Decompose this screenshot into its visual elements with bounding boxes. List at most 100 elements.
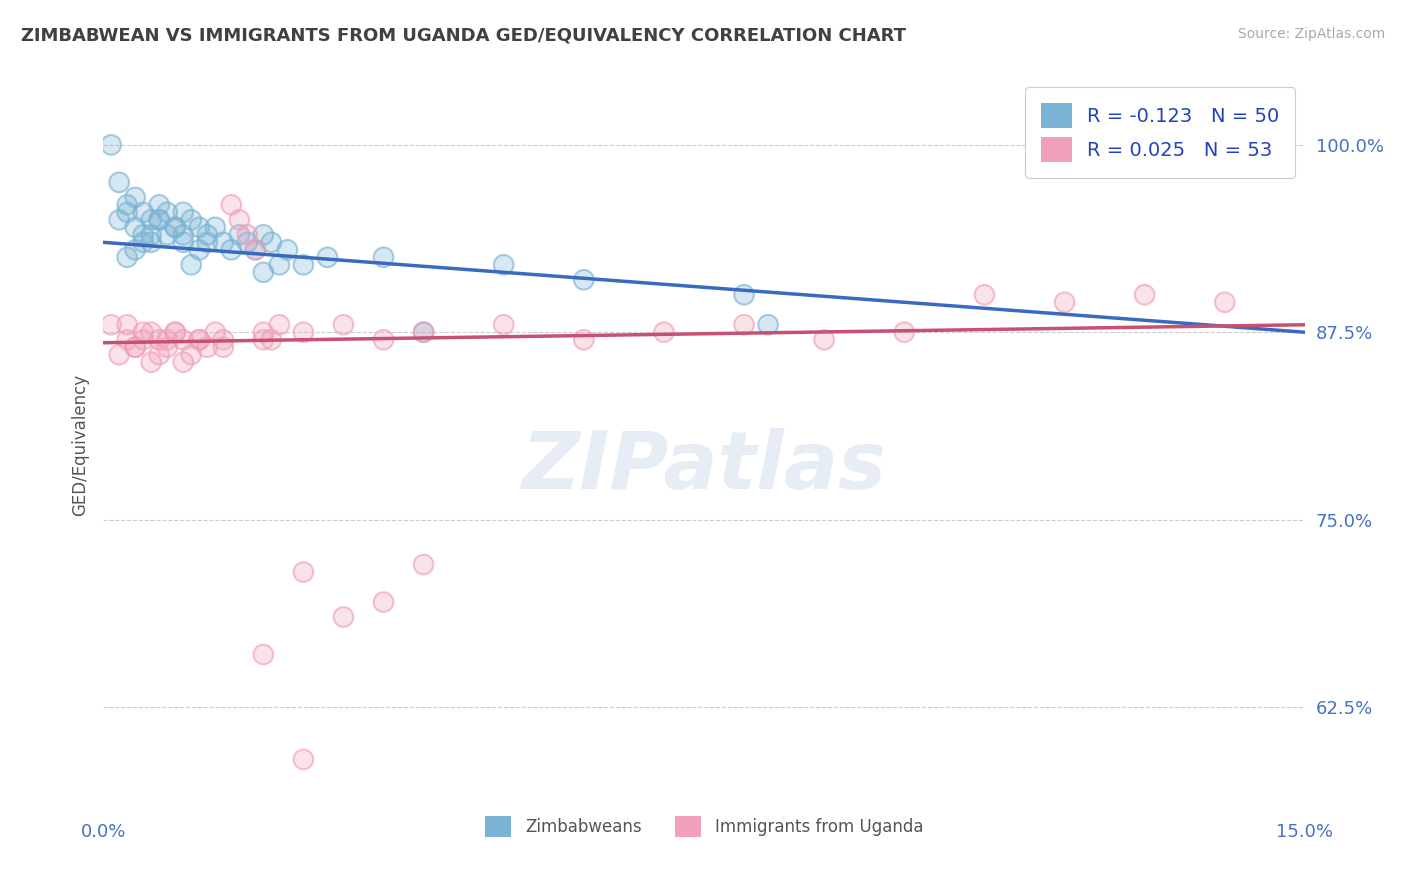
- Point: [228, 212, 250, 227]
- Point: [100, 318, 122, 332]
- Point: [156, 227, 179, 242]
- Point: [165, 325, 187, 339]
- Point: [148, 198, 170, 212]
- Point: [141, 212, 163, 227]
- Point: [269, 318, 291, 332]
- Point: [124, 340, 146, 354]
- Point: [115, 198, 138, 212]
- Point: [108, 175, 131, 189]
- Point: [245, 243, 267, 257]
- Point: [115, 333, 138, 347]
- Point: [221, 243, 243, 257]
- Point: [115, 198, 138, 212]
- Point: [276, 243, 298, 257]
- Text: ZIPatlas: ZIPatlas: [522, 427, 887, 506]
- Point: [108, 212, 131, 227]
- Point: [652, 325, 675, 339]
- Point: [733, 318, 755, 332]
- Point: [172, 205, 194, 219]
- Point: [228, 227, 250, 242]
- Point: [141, 227, 163, 242]
- Point: [252, 325, 274, 339]
- Point: [756, 318, 779, 332]
- Point: [252, 265, 274, 279]
- Point: [252, 227, 274, 242]
- Point: [180, 212, 202, 227]
- Point: [188, 333, 211, 347]
- Point: [188, 220, 211, 235]
- Point: [124, 340, 146, 354]
- Point: [132, 235, 155, 250]
- Point: [292, 752, 315, 766]
- Point: [100, 318, 122, 332]
- Point: [156, 333, 179, 347]
- Point: [492, 318, 515, 332]
- Point: [148, 348, 170, 362]
- Point: [212, 235, 235, 250]
- Point: [204, 220, 226, 235]
- Point: [252, 648, 274, 662]
- Point: [1133, 287, 1156, 301]
- Point: [132, 205, 155, 219]
- Point: [172, 355, 194, 369]
- Point: [180, 212, 202, 227]
- Point: [204, 325, 226, 339]
- Point: [132, 227, 155, 242]
- Point: [252, 227, 274, 242]
- Point: [180, 348, 202, 362]
- Point: [141, 325, 163, 339]
- Point: [1213, 295, 1236, 310]
- Point: [180, 258, 202, 272]
- Point: [412, 325, 434, 339]
- Point: [269, 258, 291, 272]
- Point: [124, 340, 146, 354]
- Point: [236, 235, 259, 250]
- Point: [236, 235, 259, 250]
- Point: [141, 212, 163, 227]
- Point: [221, 198, 243, 212]
- Point: [316, 250, 339, 264]
- Point: [1133, 287, 1156, 301]
- Point: [132, 205, 155, 219]
- Point: [212, 340, 235, 354]
- Point: [188, 333, 211, 347]
- Point: [332, 318, 354, 332]
- Point: [148, 198, 170, 212]
- Point: [252, 265, 274, 279]
- Point: [156, 205, 179, 219]
- Point: [124, 243, 146, 257]
- Point: [165, 325, 187, 339]
- Point: [188, 243, 211, 257]
- Point: [228, 212, 250, 227]
- Point: [148, 348, 170, 362]
- Point: [373, 250, 395, 264]
- Point: [733, 287, 755, 301]
- Point: [1053, 295, 1076, 310]
- Point: [260, 333, 283, 347]
- Point: [124, 340, 146, 354]
- Point: [195, 235, 218, 250]
- Point: [188, 220, 211, 235]
- Point: [115, 250, 138, 264]
- Point: [172, 333, 194, 347]
- Point: [108, 212, 131, 227]
- Point: [1053, 295, 1076, 310]
- Point: [269, 318, 291, 332]
- Point: [148, 333, 170, 347]
- Point: [115, 250, 138, 264]
- Point: [332, 610, 354, 624]
- Point: [156, 340, 179, 354]
- Text: Source: ZipAtlas.com: Source: ZipAtlas.com: [1237, 27, 1385, 41]
- Point: [292, 565, 315, 579]
- Point: [115, 205, 138, 219]
- Point: [132, 333, 155, 347]
- Point: [165, 220, 187, 235]
- Point: [212, 340, 235, 354]
- Point: [292, 258, 315, 272]
- Point: [373, 333, 395, 347]
- Point: [245, 243, 267, 257]
- Point: [124, 190, 146, 204]
- Point: [221, 198, 243, 212]
- Point: [165, 325, 187, 339]
- Point: [165, 220, 187, 235]
